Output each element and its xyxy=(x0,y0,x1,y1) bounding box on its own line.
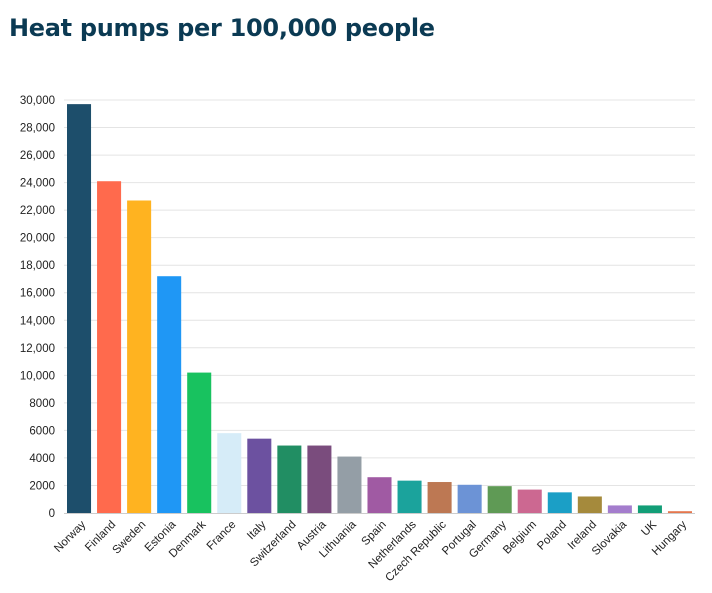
y-tick-label: 18,000 xyxy=(20,260,55,272)
x-category-label: France xyxy=(205,519,239,553)
x-category-label: Sweden xyxy=(111,519,149,557)
y-tick-label: 8000 xyxy=(29,398,55,410)
x-category-label: Norway xyxy=(52,519,88,555)
y-tick-label: 16,000 xyxy=(20,288,55,300)
y-tick-label: 30,000 xyxy=(20,95,55,107)
bar-netherlands xyxy=(397,480,422,513)
chart-title: Heat pumps per 100,000 people xyxy=(9,14,435,42)
bar-lithuania xyxy=(337,456,362,513)
bars xyxy=(67,104,692,513)
y-tick-label: 2000 xyxy=(29,480,55,492)
y-tick-label: 20,000 xyxy=(20,233,55,245)
bar-norway xyxy=(67,104,92,513)
y-tick-label: 12,000 xyxy=(20,343,55,355)
x-category-label: Belgium xyxy=(501,519,539,557)
bar-uk xyxy=(637,505,662,513)
y-tick-label: 14,000 xyxy=(20,315,55,327)
bar-hungary xyxy=(667,511,692,513)
y-axis-ticks: 0 2000 4000 6000 8000 10,000 12,000 14,000 16,00… xyxy=(20,95,55,520)
bar-finland xyxy=(97,181,122,513)
y-tick-label: 10,000 xyxy=(20,370,55,382)
y-tick-label: 28,000 xyxy=(20,123,55,135)
bar-belgium xyxy=(517,489,542,513)
bar-portugal xyxy=(457,484,482,513)
bar-estonia xyxy=(157,276,182,513)
bar-denmark xyxy=(187,372,212,513)
y-tick-label: 22,000 xyxy=(20,205,55,217)
y-tick-label: 4000 xyxy=(29,453,55,465)
bar-germany xyxy=(487,486,512,513)
x-category-label: Poland xyxy=(535,519,569,553)
y-tick-label: 24,000 xyxy=(20,178,55,190)
bar-switzerland xyxy=(277,445,302,513)
y-tick-label: 26,000 xyxy=(20,150,55,162)
x-category-label: Italy xyxy=(245,519,269,543)
bar-sweden xyxy=(127,200,152,513)
bar-czech-republic xyxy=(427,482,452,513)
y-tick-label: 6000 xyxy=(29,425,55,437)
y-tick-label: 0 xyxy=(49,508,55,520)
bar-austria xyxy=(307,445,332,513)
bar-france xyxy=(217,433,242,513)
bar-poland xyxy=(547,492,572,513)
x-category-label: UK xyxy=(639,519,659,539)
bar-italy xyxy=(247,438,272,513)
bar-ireland xyxy=(577,496,602,513)
bar-spain xyxy=(367,477,392,513)
bar-slovakia xyxy=(607,505,632,513)
